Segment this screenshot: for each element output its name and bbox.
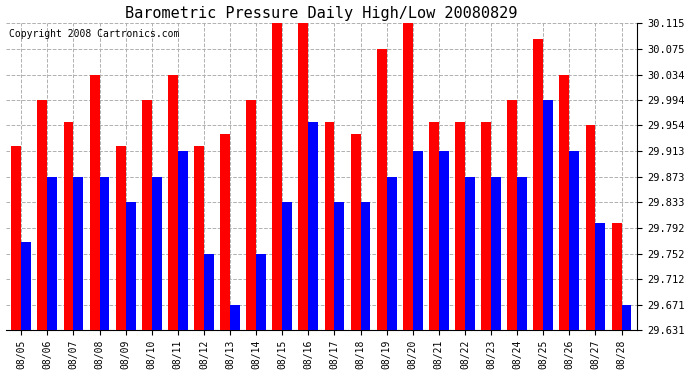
Bar bbox=[63, 122, 73, 330]
Bar bbox=[178, 152, 188, 330]
Bar bbox=[99, 177, 110, 330]
Bar bbox=[439, 152, 449, 330]
Bar bbox=[246, 100, 256, 330]
Bar bbox=[21, 242, 31, 330]
Bar bbox=[273, 23, 282, 330]
Bar bbox=[595, 223, 605, 330]
Bar bbox=[126, 202, 135, 330]
Bar bbox=[569, 152, 580, 330]
Bar bbox=[386, 177, 397, 330]
Bar bbox=[533, 39, 543, 330]
Bar bbox=[586, 125, 595, 330]
Bar bbox=[308, 122, 318, 330]
Bar bbox=[611, 223, 622, 330]
Bar bbox=[116, 146, 126, 330]
Bar bbox=[403, 23, 413, 330]
Bar bbox=[204, 254, 214, 330]
Bar bbox=[168, 75, 178, 330]
Bar bbox=[11, 146, 21, 330]
Bar bbox=[282, 202, 292, 330]
Bar bbox=[298, 23, 308, 330]
Bar bbox=[73, 177, 83, 330]
Bar bbox=[152, 177, 161, 330]
Bar bbox=[37, 100, 48, 330]
Bar bbox=[90, 75, 99, 330]
Bar bbox=[491, 177, 501, 330]
Bar bbox=[256, 254, 266, 330]
Bar bbox=[220, 134, 230, 330]
Bar bbox=[507, 100, 517, 330]
Bar bbox=[560, 75, 569, 330]
Bar bbox=[351, 134, 361, 330]
Bar bbox=[413, 152, 423, 330]
Bar bbox=[361, 202, 371, 330]
Bar bbox=[335, 202, 344, 330]
Bar bbox=[194, 146, 204, 330]
Bar bbox=[377, 48, 386, 330]
Bar bbox=[142, 100, 152, 330]
Bar bbox=[543, 100, 553, 330]
Title: Barometric Pressure Daily High/Low 20080829: Barometric Pressure Daily High/Low 20080… bbox=[125, 6, 518, 21]
Bar bbox=[429, 122, 439, 330]
Bar bbox=[517, 177, 527, 330]
Bar bbox=[324, 122, 335, 330]
Bar bbox=[48, 177, 57, 330]
Bar bbox=[455, 122, 465, 330]
Bar bbox=[465, 177, 475, 330]
Bar bbox=[230, 305, 240, 330]
Text: Copyright 2008 Cartronics.com: Copyright 2008 Cartronics.com bbox=[9, 29, 179, 39]
Bar bbox=[481, 122, 491, 330]
Bar bbox=[622, 305, 631, 330]
